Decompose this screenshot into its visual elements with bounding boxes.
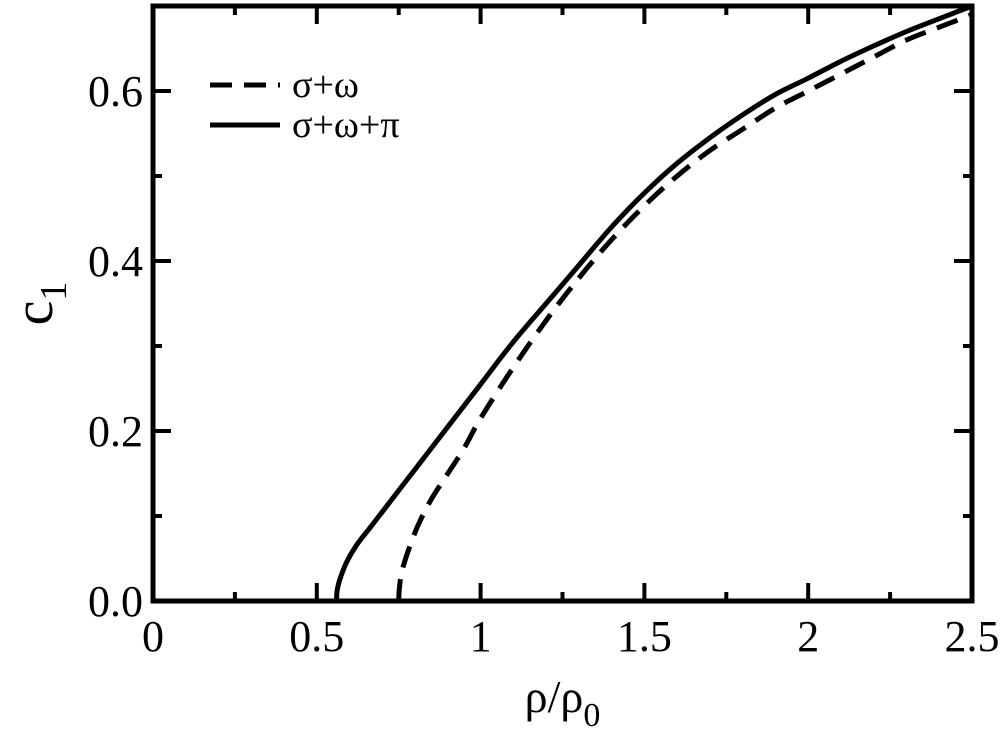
x-axis-label-main: ρ/ρ: [525, 671, 584, 722]
x-tick-label: 1: [470, 612, 492, 661]
legend-label-2: σ+ω+π: [292, 104, 400, 146]
x-tick-label: 2: [797, 612, 819, 661]
ticks-layer: [151, 6, 974, 603]
y-tick-label: 0.4: [88, 237, 143, 286]
x-axis-label-subscript: 0: [583, 697, 600, 734]
y-tick-label: 0.0: [88, 577, 143, 626]
x-tick-label: 1.5: [617, 612, 672, 661]
y-tick-label: 0.2: [88, 407, 143, 456]
series-line-1: [396, 12, 973, 602]
y-axis-label-main: c: [3, 301, 65, 326]
legend-label-1: σ+ω: [292, 64, 359, 106]
x-axis-label: ρ/ρ0: [525, 671, 601, 734]
x-tick-label: 0.5: [289, 612, 344, 661]
x-tick-label: 2.5: [945, 612, 1000, 661]
y-axis-label-text: c1: [3, 282, 75, 326]
tick-labels-layer: 0 0.5 1 1.5 2 2.5 0.0 0.2 0.4 0.6: [88, 67, 1000, 661]
series-layer: [334, 3, 973, 602]
series-line-2: [334, 3, 973, 602]
legend: σ+ωσ+ω+π: [210, 64, 400, 146]
y-axis-label: c1: [3, 282, 75, 326]
plot-frame: [150, 3, 975, 604]
x-tick-label: 0: [142, 612, 164, 661]
y-axis-label-subscript: 1: [33, 282, 75, 301]
y-tick-label: 0.6: [88, 67, 143, 116]
